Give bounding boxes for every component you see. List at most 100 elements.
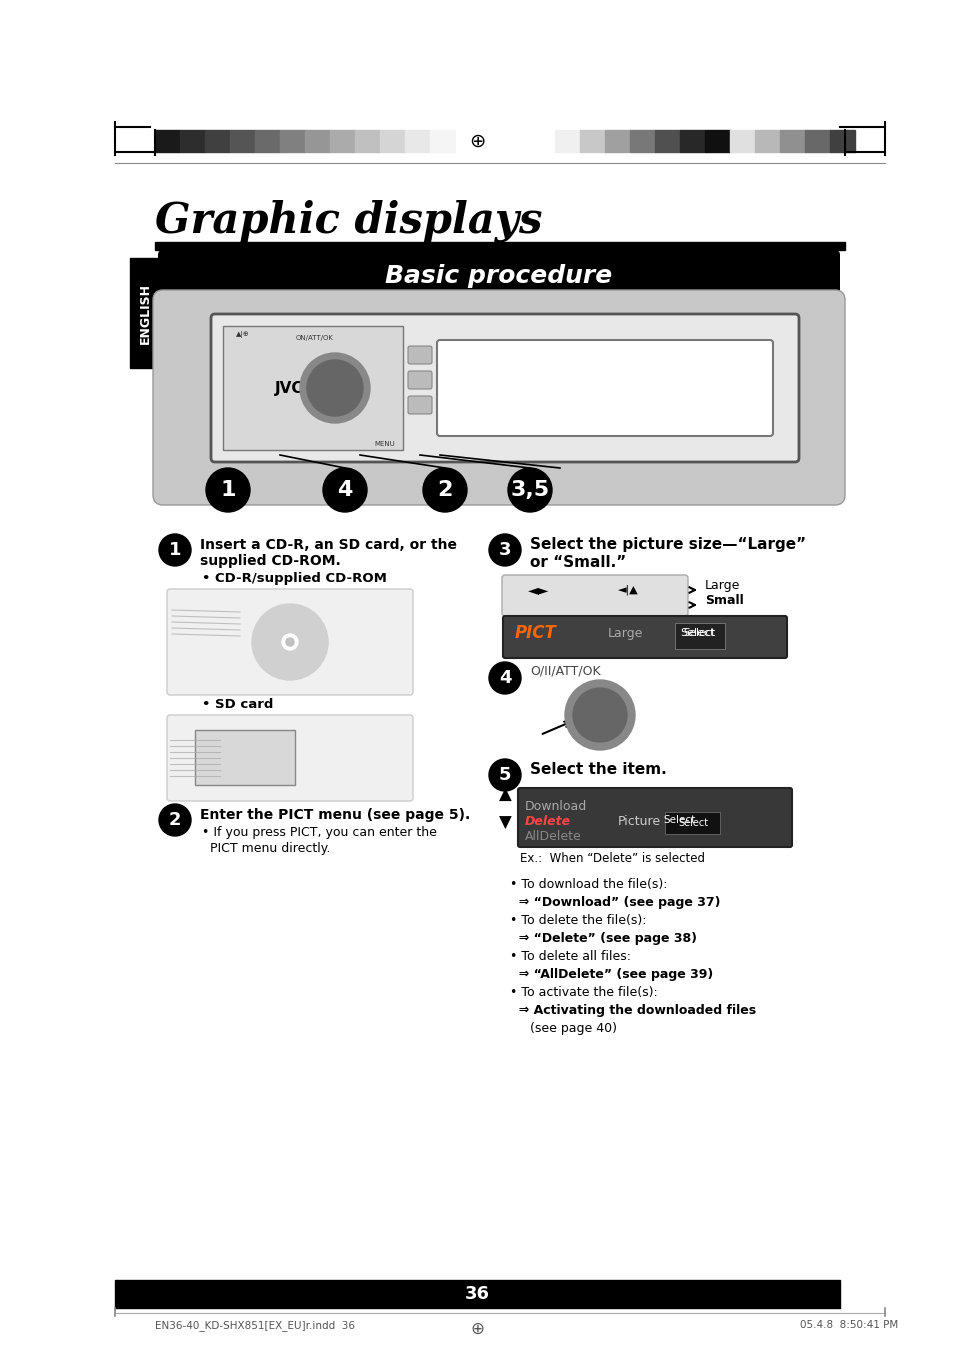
FancyBboxPatch shape: [502, 616, 786, 658]
Text: JVC: JVC: [274, 381, 303, 396]
FancyBboxPatch shape: [408, 372, 432, 389]
FancyBboxPatch shape: [152, 290, 844, 505]
Circle shape: [159, 534, 191, 566]
Bar: [664, 812, 720, 834]
Text: Select the picture size—“Large”: Select the picture size—“Large”: [530, 536, 805, 553]
Text: Insert a CD-R, an SD card, or the: Insert a CD-R, an SD card, or the: [200, 538, 456, 553]
Bar: [804, 130, 829, 153]
FancyBboxPatch shape: [211, 313, 799, 462]
Circle shape: [489, 534, 520, 566]
Text: Select: Select: [683, 628, 716, 638]
Text: 3,5: 3,5: [510, 480, 549, 500]
Bar: [230, 130, 254, 153]
Text: Large: Large: [704, 578, 740, 592]
Text: Download: Download: [524, 800, 587, 813]
Text: or “Small.”: or “Small.”: [530, 555, 625, 570]
Bar: [355, 130, 379, 153]
Bar: [254, 130, 280, 153]
FancyBboxPatch shape: [167, 715, 413, 801]
Text: • SD card: • SD card: [202, 698, 274, 711]
Bar: [405, 130, 430, 153]
Text: PICT menu directly.: PICT menu directly.: [202, 842, 330, 855]
Circle shape: [489, 662, 520, 694]
Text: Select: Select: [678, 817, 707, 828]
Circle shape: [323, 467, 367, 512]
Text: 1: 1: [169, 540, 181, 559]
Text: supplied CD-ROM.: supplied CD-ROM.: [200, 554, 340, 567]
Text: MENU: MENU: [375, 440, 395, 447]
Text: • To delete all files:: • To delete all files:: [510, 950, 630, 963]
Text: ENGLISH: ENGLISH: [138, 282, 152, 343]
Text: • To download the file(s):: • To download the file(s):: [510, 878, 667, 892]
Bar: [679, 130, 704, 153]
Text: O/II/ATT/OK: O/II/ATT/OK: [530, 663, 600, 677]
Text: ⇒ “AllDelete” (see page 39): ⇒ “AllDelete” (see page 39): [510, 969, 713, 981]
Text: AllDelete: AllDelete: [524, 830, 581, 843]
Text: ▼: ▼: [498, 815, 511, 832]
Bar: [704, 130, 729, 153]
Bar: [154, 242, 844, 250]
FancyBboxPatch shape: [167, 589, 413, 694]
Text: Picture: Picture: [618, 815, 660, 828]
Text: ⇒ “Delete” (see page 38): ⇒ “Delete” (see page 38): [510, 932, 697, 944]
Text: ⇒ Activating the downloaded files: ⇒ Activating the downloaded files: [510, 1004, 756, 1017]
Text: 5: 5: [498, 766, 511, 784]
Circle shape: [159, 804, 191, 836]
Bar: [130, 258, 160, 367]
Text: EN36-40_KD-SHX851[EX_EU]r.indd  36: EN36-40_KD-SHX851[EX_EU]r.indd 36: [154, 1320, 355, 1331]
Text: ⇒ “Download” (see page 37): ⇒ “Download” (see page 37): [510, 896, 720, 909]
Bar: [180, 130, 205, 153]
Text: ⊕: ⊕: [468, 131, 485, 150]
Text: Delete: Delete: [524, 815, 571, 828]
Bar: [604, 130, 629, 153]
Text: • If you press PICT, you can enter the: • If you press PICT, you can enter the: [202, 825, 436, 839]
Bar: [829, 130, 854, 153]
Text: 4: 4: [498, 669, 511, 688]
Bar: [754, 130, 780, 153]
FancyBboxPatch shape: [158, 250, 840, 303]
Text: 4: 4: [337, 480, 353, 500]
Circle shape: [507, 467, 552, 512]
Bar: [115, 1279, 840, 1308]
Text: (see page 40): (see page 40): [510, 1021, 617, 1035]
Circle shape: [573, 688, 626, 742]
Text: 2: 2: [436, 480, 453, 500]
Text: Select the item.: Select the item.: [530, 762, 666, 777]
Bar: [729, 130, 754, 153]
Text: ⊕: ⊕: [470, 1320, 483, 1337]
Text: 3: 3: [498, 540, 511, 559]
FancyBboxPatch shape: [408, 396, 432, 413]
Text: ▲: ▲: [498, 786, 511, 804]
Circle shape: [489, 759, 520, 790]
Text: 05.4.8  8:50:41 PM: 05.4.8 8:50:41 PM: [800, 1320, 898, 1329]
Text: • To activate the file(s):: • To activate the file(s):: [510, 986, 657, 998]
FancyBboxPatch shape: [194, 730, 294, 785]
Text: Select: Select: [679, 628, 714, 638]
Text: ◄|▲: ◄|▲: [618, 585, 638, 596]
Bar: [280, 130, 305, 153]
Bar: [205, 130, 230, 153]
Text: Small: Small: [704, 593, 743, 607]
Text: 2: 2: [169, 811, 181, 830]
Circle shape: [286, 638, 294, 646]
Text: Select: Select: [663, 815, 696, 825]
Bar: [305, 130, 330, 153]
FancyBboxPatch shape: [501, 576, 687, 616]
Text: 36: 36: [464, 1285, 489, 1302]
Bar: [154, 130, 180, 153]
Text: Graphic displays: Graphic displays: [154, 200, 542, 242]
Bar: [629, 130, 655, 153]
Circle shape: [282, 634, 297, 650]
Bar: [675, 623, 724, 648]
Text: 1: 1: [220, 480, 235, 500]
Bar: [223, 326, 402, 450]
Circle shape: [206, 467, 250, 512]
FancyBboxPatch shape: [408, 346, 432, 363]
Bar: [379, 130, 405, 153]
Bar: [655, 130, 679, 153]
Text: Basic procedure: Basic procedure: [385, 263, 612, 288]
Text: ◄►: ◄►: [527, 584, 549, 597]
Bar: [579, 130, 604, 153]
Circle shape: [422, 467, 467, 512]
Bar: [330, 130, 355, 153]
